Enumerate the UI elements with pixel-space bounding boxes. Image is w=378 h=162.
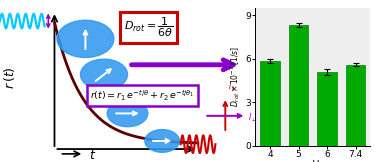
Text: $\mathbf{\mathit{t}}$: $\mathbf{\mathit{t}}$ [89,149,96,162]
Text: $I_\parallel$: $I_\parallel$ [228,81,235,94]
Text: $r(t)=r_1\,e^{-t/\theta}+r_2\,e^{-t/\theta_1}$: $r(t)=r_1\,e^{-t/\theta}+r_2\,e^{-t/\the… [90,88,195,103]
Circle shape [145,130,180,152]
Circle shape [107,100,148,127]
Text: $D_{rot}=\dfrac{1}{6\theta}$: $D_{rot}=\dfrac{1}{6\theta}$ [124,16,173,39]
Bar [318,72,337,146]
Bar [346,65,365,146]
Text: $r\,(t)$: $r\,(t)$ [2,66,17,89]
Bar [260,61,280,146]
Bar [289,25,308,146]
X-axis label: pH: pH [306,160,320,162]
Circle shape [81,59,127,90]
Text: $I_\perp$: $I_\perp$ [248,111,256,124]
Circle shape [57,20,114,58]
Y-axis label: $D_{rot}\times10^{-7}\,[1/s]$: $D_{rot}\times10^{-7}\,[1/s]$ [229,46,242,107]
